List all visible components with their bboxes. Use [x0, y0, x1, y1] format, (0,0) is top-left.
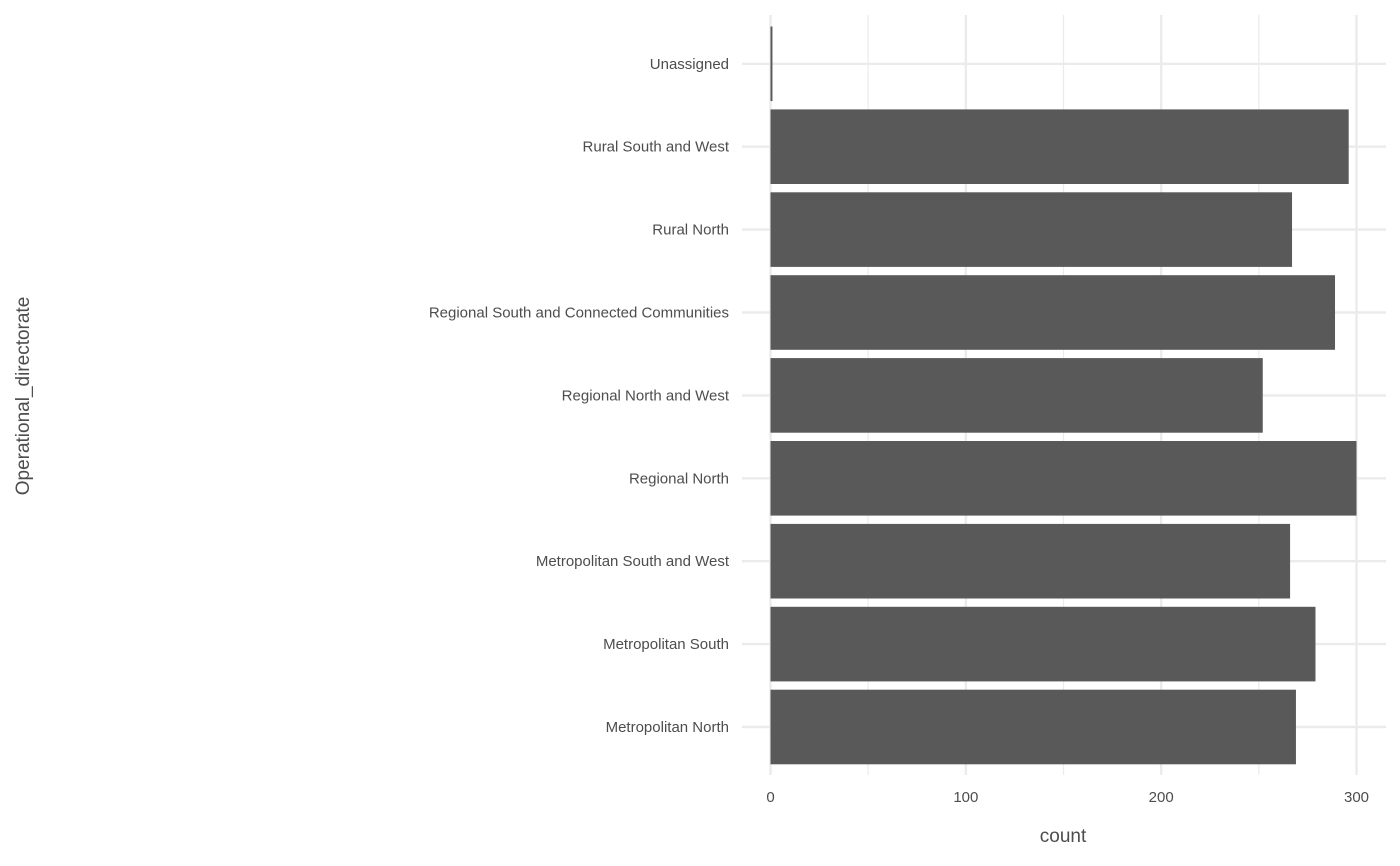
bar-layer — [770, 26, 1357, 765]
y-tick-labels: Metropolitan North Metropolitan South Metr… — [429, 56, 730, 736]
y-tick-label: Regional North and West — [562, 387, 730, 404]
bar — [770, 26, 773, 102]
y-tick-label: Metropolitan North — [606, 719, 729, 736]
bar — [770, 358, 1263, 433]
x-tick-label: 100 — [953, 789, 978, 806]
y-tick-label: Unassigned — [650, 56, 729, 73]
y-tick-label: Regional South and Connected Communities — [429, 305, 729, 322]
bar — [770, 441, 1357, 516]
bar — [770, 109, 1349, 184]
x-tick-label: 200 — [1149, 789, 1174, 806]
y-tick-label: Regional North — [629, 470, 729, 487]
y-tick-label: Metropolitan South and West — [536, 553, 730, 570]
x-tick-label: 300 — [1344, 789, 1369, 806]
x-tick-labels: 0 100 200 300 — [766, 789, 1369, 806]
x-tick-label: 0 — [766, 789, 774, 806]
y-axis-title: Operational_directorate — [13, 297, 34, 496]
bar — [770, 192, 1293, 267]
y-tick-label: Rural North — [652, 222, 729, 239]
bar — [770, 606, 1316, 682]
y-tick-label: Metropolitan South — [603, 636, 729, 653]
bar — [770, 689, 1296, 765]
bar — [770, 275, 1336, 350]
x-axis-title: count — [1040, 826, 1087, 847]
bar — [770, 523, 1291, 599]
y-tick-label: Rural South and West — [583, 139, 730, 156]
